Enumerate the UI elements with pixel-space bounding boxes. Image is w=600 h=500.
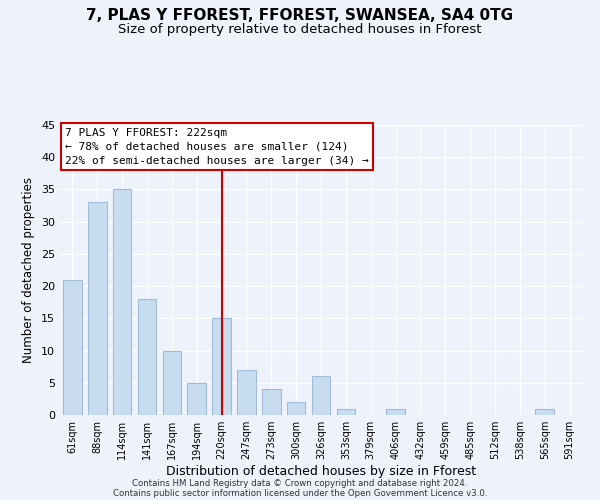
Bar xyxy=(63,280,82,415)
Text: Contains HM Land Registry data © Crown copyright and database right 2024.: Contains HM Land Registry data © Crown c… xyxy=(132,478,468,488)
Bar xyxy=(137,299,157,415)
Bar xyxy=(88,202,107,415)
X-axis label: Distribution of detached houses by size in Fforest: Distribution of detached houses by size … xyxy=(166,465,476,478)
Bar xyxy=(262,389,281,415)
Y-axis label: Number of detached properties: Number of detached properties xyxy=(22,177,35,363)
Bar xyxy=(287,402,305,415)
Bar xyxy=(337,408,355,415)
Bar xyxy=(237,370,256,415)
Bar xyxy=(113,190,131,415)
Bar xyxy=(187,383,206,415)
Bar xyxy=(212,318,231,415)
Bar xyxy=(386,408,405,415)
Text: 7 PLAS Y FFOREST: 222sqm
← 78% of detached houses are smaller (124)
22% of semi-: 7 PLAS Y FFOREST: 222sqm ← 78% of detach… xyxy=(65,128,369,166)
Text: Contains public sector information licensed under the Open Government Licence v3: Contains public sector information licen… xyxy=(113,488,487,498)
Text: 7, PLAS Y FFOREST, FFOREST, SWANSEA, SA4 0TG: 7, PLAS Y FFOREST, FFOREST, SWANSEA, SA4… xyxy=(86,8,514,22)
Text: Size of property relative to detached houses in Fforest: Size of property relative to detached ho… xyxy=(118,22,482,36)
Bar xyxy=(535,408,554,415)
Bar xyxy=(163,350,181,415)
Bar xyxy=(311,376,331,415)
